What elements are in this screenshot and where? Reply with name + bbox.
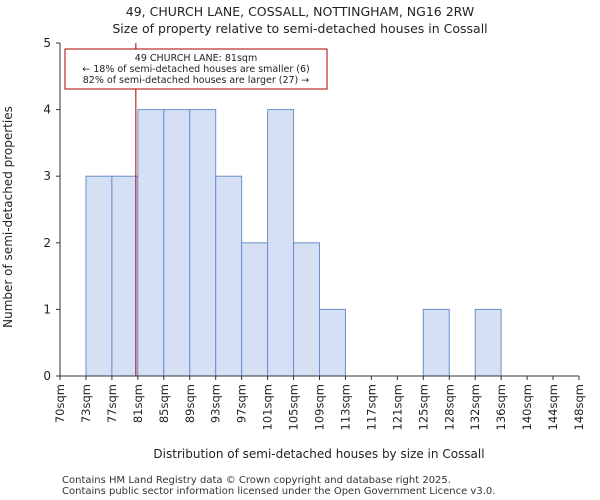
x-tick-label: 93sqm	[209, 384, 223, 423]
x-tick-label: 117sqm	[364, 384, 378, 430]
x-tick-label: 125sqm	[416, 384, 430, 430]
annotation-line: ← 18% of semi-detached houses are smalle…	[82, 64, 310, 75]
x-tick-label: 144sqm	[546, 384, 560, 430]
annotation-line: 82% of semi-detached houses are larger (…	[83, 75, 310, 86]
x-tick-label: 70sqm	[53, 384, 67, 423]
histogram-bar	[85, 175, 113, 377]
histogram-bar	[111, 175, 139, 377]
x-tick-label: 85sqm	[157, 384, 171, 423]
x-tick-label: 89sqm	[183, 384, 197, 423]
y-tick-label: 1	[43, 302, 51, 316]
histogram-bar	[293, 242, 320, 377]
y-tick-label: 3	[43, 169, 51, 183]
footer-licence: Contains public sector information licen…	[62, 486, 496, 497]
x-tick-label: 121sqm	[390, 384, 404, 430]
x-tick-label: 73sqm	[79, 384, 93, 423]
annotation-line: 49 CHURCH LANE: 81sqm	[135, 53, 257, 64]
chart-title: 49, CHURCH LANE, COSSALL, NOTTINGHAM, NG…	[125, 4, 475, 19]
x-tick-label: 128sqm	[442, 384, 456, 430]
annotation-box	[64, 48, 328, 90]
x-axis-label: Distribution of semi-detached houses by …	[153, 447, 484, 461]
histogram-bar	[267, 109, 295, 377]
x-tick-label: 109sqm	[313, 384, 327, 430]
histogram-bar	[215, 175, 243, 377]
chart-subtitle: Size of property relative to semi-detach…	[112, 21, 488, 36]
x-tick-label: 81sqm	[131, 384, 145, 423]
footer-copyright: Contains HM Land Registry data © Crown c…	[62, 475, 451, 486]
histogram-bar	[163, 109, 191, 377]
y-tick-label: 4	[43, 103, 51, 117]
histogram-bar	[422, 308, 450, 377]
x-tick-label: 101sqm	[261, 384, 275, 430]
histogram-bar	[241, 242, 269, 377]
x-tick-label: 97sqm	[235, 384, 249, 423]
y-tick-label: 2	[43, 236, 51, 250]
histogram-bar	[137, 109, 165, 377]
x-tick-label: 136sqm	[494, 384, 508, 430]
y-tick-label: 5	[43, 36, 51, 50]
x-tick-label: 105sqm	[287, 384, 301, 430]
y-tick-label: 0	[43, 369, 51, 383]
x-tick-label: 113sqm	[338, 384, 352, 430]
histogram-bar	[319, 308, 346, 377]
histogram-bar	[474, 308, 502, 377]
x-tick-label: 148sqm	[572, 384, 586, 430]
histogram-bar	[189, 109, 217, 377]
x-tick-label: 77sqm	[105, 384, 119, 423]
x-tick-label: 140sqm	[520, 384, 534, 430]
x-tick-label: 132sqm	[468, 384, 482, 430]
y-axis-label: Number of semi-detached properties	[1, 106, 15, 328]
